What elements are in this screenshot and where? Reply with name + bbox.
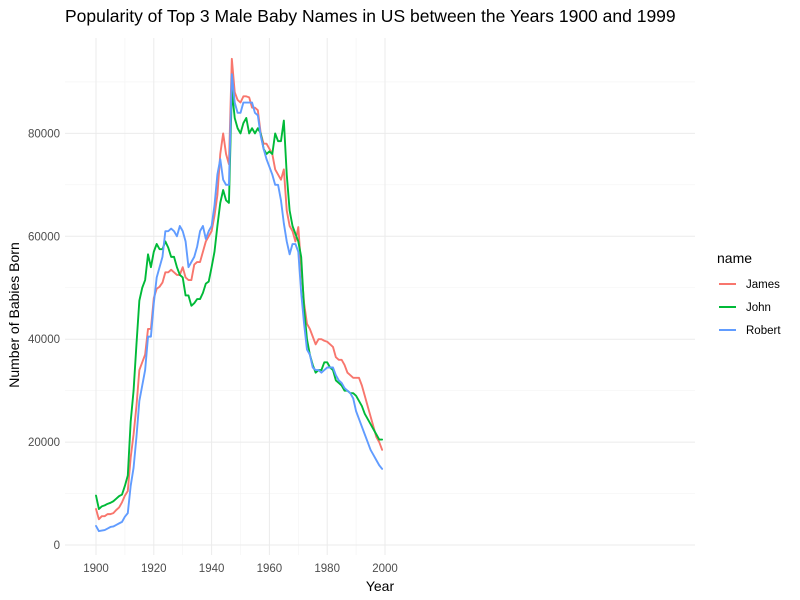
x-tick-label: 1980 <box>314 563 340 575</box>
legend-items: James John Robert <box>719 279 781 337</box>
legend: name James John Robert <box>717 250 781 337</box>
y-axis-label: Number of Babies Born <box>6 242 22 388</box>
x-axis-label: Year <box>366 578 395 594</box>
y-tick-label: 80000 <box>28 128 60 140</box>
x-tick-label: 1960 <box>257 563 283 575</box>
legend-label-john: John <box>746 302 771 314</box>
y-tick-label: 20000 <box>28 437 60 449</box>
legend-label-robert: Robert <box>746 325 781 337</box>
legend-label-james: James <box>746 279 780 291</box>
x-tick-label: 1900 <box>83 563 109 575</box>
series-lines <box>95 57 384 533</box>
y-tick-label: 60000 <box>28 231 60 243</box>
series-line-robert <box>95 73 384 533</box>
y-tick-label: 0 <box>54 540 60 552</box>
y-axis-ticks: 0 20000 40000 60000 80000 <box>28 128 60 552</box>
grid <box>65 38 695 555</box>
x-tick-label: 2000 <box>372 563 398 575</box>
x-tick-label: 1940 <box>199 563 225 575</box>
x-axis-ticks: 1900 1920 1940 1960 1980 2000 <box>83 563 398 575</box>
y-tick-label: 40000 <box>28 334 60 346</box>
legend-title: name <box>717 250 752 266</box>
series-line-james <box>95 57 384 521</box>
series-line-john <box>95 88 384 510</box>
chart-title: Popularity of Top 3 Male Baby Names in U… <box>65 6 676 26</box>
x-tick-label: 1920 <box>141 563 167 575</box>
